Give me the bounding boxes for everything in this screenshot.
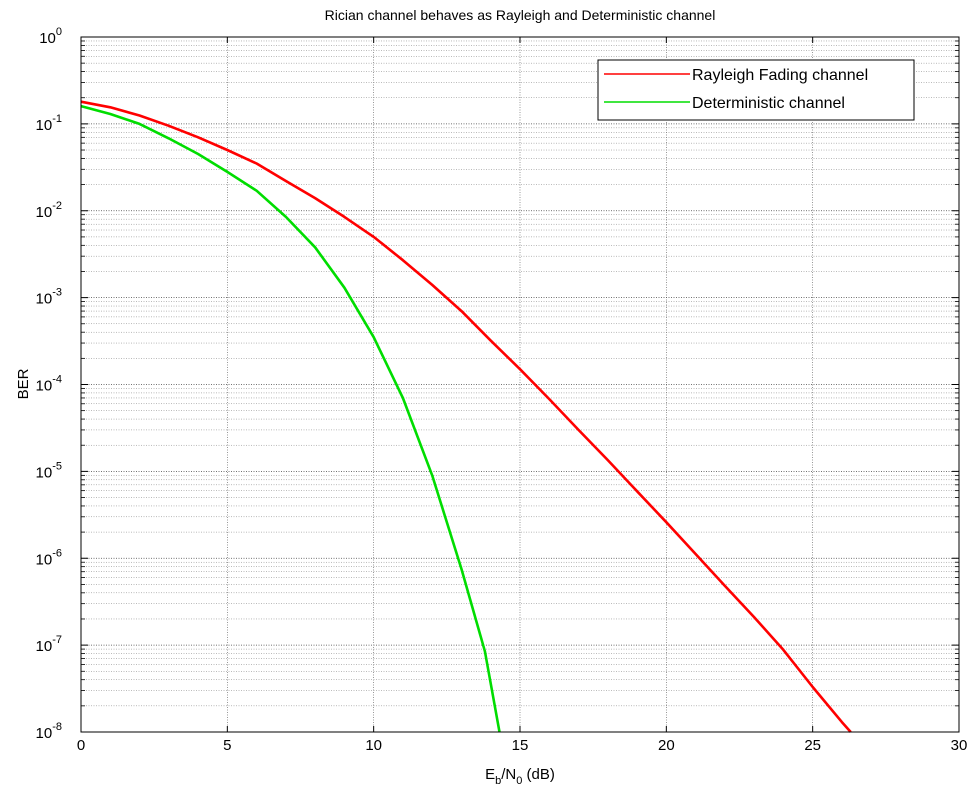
grid [81,37,959,732]
series-line-deterministic-channel [80,104,501,733]
y-tick-base: 10 [36,464,53,481]
y-tick-base: 10 [36,638,53,655]
y-tick-base: 10 [39,30,56,47]
y-tick-exponent: -2 [52,200,62,212]
y-tick-label: 10-2 [36,200,62,221]
y-tick-exponent: -7 [52,634,62,646]
y-tick-label: 10-7 [36,634,62,655]
x-axis-label: Eb/N0 (dB) [485,766,555,787]
series-group [80,100,852,733]
legend-label-deterministic: Deterministic channel [692,95,845,112]
series-line-rayleigh-fading-channel [80,100,852,733]
y-tick-base: 10 [36,551,53,568]
y-tick-label: 100 [39,26,62,47]
y-tick-base: 10 [36,378,53,395]
legend: Rayleigh Fading channel Deterministic ch… [597,59,915,121]
y-tick-label: 10-6 [36,547,62,568]
y-tick-exponent: -8 [52,721,62,733]
y-tick-base: 10 [36,117,53,134]
y-tick-exponent: -6 [52,547,62,559]
x-label-suffix: (dB) [522,766,555,783]
x-tick-label: 20 [658,737,675,754]
x-tick-label: 5 [223,737,231,754]
legend-label-rayleigh: Rayleigh Fading channel [692,67,868,84]
y-tick-exponent: -3 [52,287,62,299]
x-label-sub2: 0 [516,775,522,787]
y-tick-base: 10 [36,204,53,221]
y-tick-base: 10 [36,725,53,742]
y-tick-exponent: -1 [52,113,62,125]
y-tick-exponent: -4 [52,374,62,386]
x-label-mid: /N [501,766,516,783]
x-label-base: E [485,766,495,783]
y-tick-label: 10-3 [36,287,62,308]
x-tick-label: 15 [512,737,529,754]
y-axis-label: BER [15,368,32,399]
x-tick-label: 30 [951,737,968,754]
y-tick-exponent: 0 [56,26,62,38]
y-tick-label: 10-4 [36,374,62,395]
x-tick-label: 25 [804,737,821,754]
y-tick-label: 10-5 [36,460,62,481]
x-tick-labels: 0 5 10 15 20 25 30 [77,737,968,754]
x-label-sub1: b [495,775,501,787]
x-tick-label: 0 [77,737,85,754]
ticks [80,36,960,733]
x-tick-label: 10 [365,737,382,754]
y-tick-label: 10-8 [36,721,62,742]
chart-title: Rician channel behaves as Rayleigh and D… [325,7,716,23]
y-tick-exponent: -5 [52,460,62,472]
y-tick-label: 10-1 [36,113,62,134]
y-tick-base: 10 [36,291,53,308]
legend-box [597,59,915,121]
